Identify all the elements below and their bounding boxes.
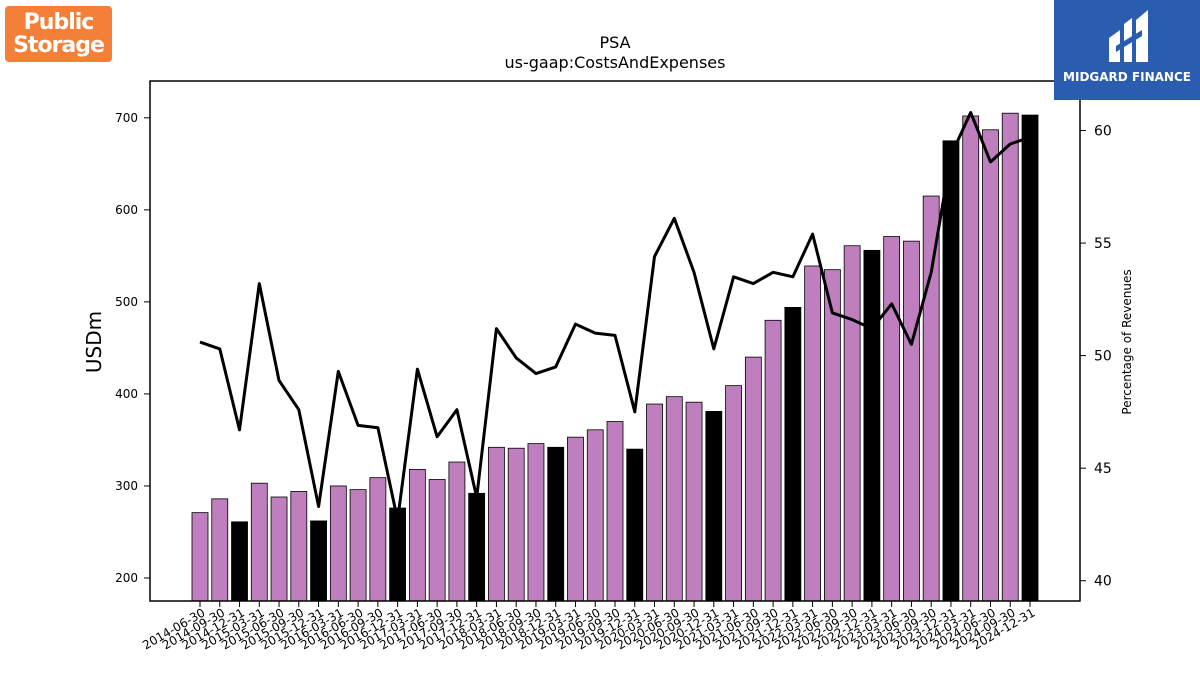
- y2-tick-label: 60: [1094, 124, 1112, 140]
- logo-line-1: Public: [23, 10, 95, 35]
- y-tick-label: 400: [115, 387, 138, 401]
- bar: [962, 115, 980, 602]
- bar: [191, 512, 209, 602]
- bar: [883, 236, 901, 602]
- bar: [250, 482, 268, 602]
- bar: [567, 436, 584, 602]
- y2-tick-label: 55: [1094, 236, 1112, 252]
- bar: [922, 195, 940, 602]
- bar: [725, 385, 742, 602]
- bar: [310, 520, 327, 602]
- bar: [626, 448, 644, 602]
- midgard-finance-logo: MIDGARD FINANCE: [1054, 0, 1200, 100]
- bar: [527, 443, 545, 602]
- logo-line-2: Storage: [13, 33, 105, 58]
- y-tick-label: 300: [115, 479, 138, 493]
- bar: [586, 429, 604, 602]
- y2-tick-label: 45: [1094, 461, 1112, 477]
- bar: [290, 491, 308, 602]
- bar: [270, 496, 288, 602]
- bar: [903, 240, 920, 602]
- bar: [804, 265, 822, 602]
- plot-frame: [149, 80, 1081, 602]
- midgard-emblem-icon: [1109, 10, 1148, 62]
- bar: [1001, 112, 1019, 602]
- y-tick-label: 200: [115, 571, 138, 585]
- bar: [705, 411, 723, 602]
- y-axis-label: USDm: [82, 311, 106, 373]
- midgard-logo-text: MIDGARD FINANCE: [1063, 70, 1191, 84]
- bar: [349, 489, 367, 602]
- axes-layer: 20030040050060070040455055602014-06-3020…: [115, 111, 1112, 653]
- y2-axis-label: Percentage of Revenues: [1120, 269, 1134, 414]
- bar: [231, 521, 248, 602]
- bar: [942, 140, 960, 602]
- y-tick-label: 600: [115, 203, 138, 217]
- line-layer: [199, 111, 1031, 522]
- bar: [389, 507, 407, 602]
- bar: [665, 396, 683, 602]
- bar: [764, 319, 782, 602]
- bar: [428, 479, 446, 602]
- bar: [408, 468, 426, 602]
- bar: [646, 403, 663, 602]
- chart-title: PSA: [599, 33, 630, 52]
- public-storage-logo: Public Storage: [5, 6, 112, 62]
- y2-tick-label: 40: [1094, 574, 1112, 590]
- bar: [369, 477, 387, 602]
- bar: [784, 307, 802, 602]
- percentage-line: [199, 111, 1031, 522]
- bar: [547, 446, 565, 602]
- bar: [982, 129, 999, 602]
- bar: [211, 498, 229, 602]
- bar: [606, 421, 624, 602]
- bar: [823, 269, 841, 602]
- bars-layer: [191, 112, 1039, 602]
- y2-tick-label: 50: [1094, 349, 1112, 365]
- bar: [744, 356, 762, 602]
- bar: [685, 401, 703, 602]
- bar: [843, 245, 861, 602]
- bar: [863, 249, 881, 602]
- bar: [329, 485, 347, 602]
- chart-subtitle: us-gaap:CostsAndExpenses: [505, 53, 726, 72]
- bar: [448, 461, 466, 602]
- bar: [468, 492, 486, 602]
- bar: [507, 447, 525, 602]
- y-tick-label: 500: [115, 295, 138, 309]
- bar: [1021, 114, 1039, 602]
- bar: [488, 446, 505, 602]
- y-tick-label: 700: [115, 111, 138, 125]
